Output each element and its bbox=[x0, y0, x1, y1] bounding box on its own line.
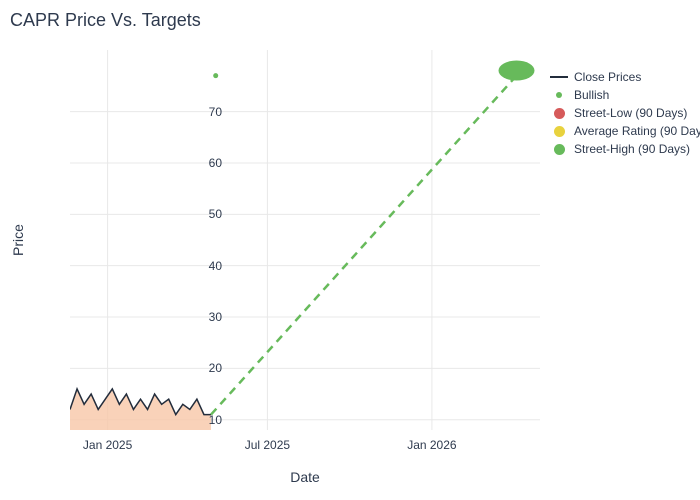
y-tick-label: 50 bbox=[162, 207, 222, 221]
legend-swatch bbox=[550, 143, 568, 155]
y-tick-label: 40 bbox=[162, 259, 222, 273]
x-axis-label: Date bbox=[70, 469, 540, 485]
street-high-marker bbox=[499, 61, 535, 81]
plot-area bbox=[70, 50, 540, 430]
y-tick-label: 30 bbox=[162, 310, 222, 324]
legend-swatch bbox=[550, 125, 568, 137]
y-tick-label: 60 bbox=[162, 156, 222, 170]
y-tick-label: 70 bbox=[162, 105, 222, 119]
legend-label: Average Rating (90 Days) bbox=[574, 124, 700, 138]
projection-line bbox=[211, 76, 517, 415]
legend-swatch bbox=[550, 89, 568, 101]
legend-label: Street-High (90 Days) bbox=[574, 142, 690, 156]
legend-item[interactable]: Close Prices bbox=[550, 70, 700, 84]
legend-item[interactable]: Street-Low (90 Days) bbox=[550, 106, 700, 120]
y-tick-label: 10 bbox=[162, 413, 222, 427]
x-tick-label: Jan 2026 bbox=[397, 438, 467, 452]
legend: Close Prices Bullish Street-Low (90 Days) A… bbox=[550, 70, 700, 160]
legend-item[interactable]: Bullish bbox=[550, 88, 700, 102]
x-tick-label: Jul 2025 bbox=[232, 438, 302, 452]
legend-item[interactable]: Street-High (90 Days) bbox=[550, 142, 700, 156]
legend-item[interactable]: Average Rating (90 Days) bbox=[550, 124, 700, 138]
legend-label: Street-Low (90 Days) bbox=[574, 106, 687, 120]
y-tick-label: 20 bbox=[162, 361, 222, 375]
bullish-dot bbox=[213, 73, 218, 78]
legend-swatch bbox=[550, 107, 568, 119]
legend-swatch bbox=[550, 71, 568, 83]
x-tick-label: Jan 2025 bbox=[73, 438, 143, 452]
legend-label: Bullish bbox=[574, 88, 609, 102]
chart-title: CAPR Price Vs. Targets bbox=[10, 10, 201, 31]
legend-label: Close Prices bbox=[574, 70, 641, 84]
